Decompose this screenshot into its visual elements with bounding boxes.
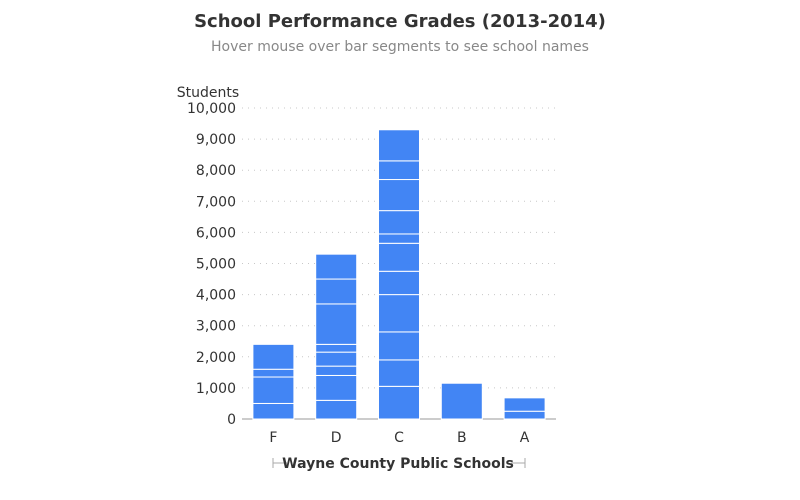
chart-title: School Performance Grades (2013-2014) bbox=[194, 11, 606, 32]
bar-segment[interactable] bbox=[378, 331, 420, 361]
bar-segment[interactable] bbox=[315, 365, 358, 376]
bar-segment[interactable] bbox=[378, 233, 420, 244]
bar-B[interactable] bbox=[440, 382, 483, 420]
bar-segment[interactable] bbox=[252, 368, 295, 378]
bar-A[interactable] bbox=[503, 397, 546, 420]
bar-segment[interactable] bbox=[315, 351, 358, 367]
bar-segment[interactable] bbox=[315, 343, 358, 353]
bar-segment[interactable] bbox=[440, 382, 483, 420]
bar-segment[interactable] bbox=[378, 270, 420, 296]
y-tick-label: 4,000 bbox=[196, 288, 236, 304]
x-axis-title-group: Wayne County Public Schools bbox=[272, 456, 526, 472]
y-tick-label: 7,000 bbox=[196, 194, 236, 210]
bar-segment[interactable] bbox=[378, 210, 420, 235]
bars bbox=[252, 129, 546, 420]
bar-segment[interactable] bbox=[252, 402, 295, 420]
bar-segment[interactable] bbox=[315, 278, 358, 305]
y-tick-label: 1,000 bbox=[196, 381, 236, 397]
y-tick-label: 5,000 bbox=[196, 257, 236, 273]
bar-segment[interactable] bbox=[378, 359, 420, 387]
bar-segment[interactable] bbox=[315, 399, 358, 420]
y-tick-label: 8,000 bbox=[196, 163, 236, 179]
bar-segment[interactable] bbox=[315, 303, 358, 345]
x-tick-label: A bbox=[520, 430, 530, 446]
bar-segment[interactable] bbox=[378, 294, 420, 333]
y-tick-label: 3,000 bbox=[196, 319, 236, 335]
x-axis-title: Wayne County Public Schools bbox=[282, 456, 514, 472]
bar-segment[interactable] bbox=[315, 374, 358, 401]
y-tick-label: 0 bbox=[227, 412, 236, 428]
bar-segment[interactable] bbox=[378, 385, 420, 420]
x-tick-label: F bbox=[269, 430, 277, 446]
bar-C[interactable] bbox=[378, 129, 420, 420]
chart-subtitle: Hover mouse over bar segments to see sch… bbox=[211, 39, 589, 55]
bar-segment[interactable] bbox=[315, 253, 358, 280]
bar-segment[interactable] bbox=[252, 343, 295, 370]
x-tick-label: B bbox=[457, 430, 467, 446]
y-axis-label: Students bbox=[177, 85, 239, 101]
y-tick-label: 9,000 bbox=[196, 132, 236, 148]
bar-segment[interactable] bbox=[378, 160, 420, 181]
bar-segment[interactable] bbox=[252, 376, 295, 404]
bar-segment[interactable] bbox=[378, 242, 420, 272]
bar-segment[interactable] bbox=[378, 129, 420, 162]
y-axis-ticks: 0 1,000 2,000 3,000 4,000 5,000 6,000 7,000 8,00… bbox=[187, 101, 236, 428]
y-tick-label: 2,000 bbox=[196, 350, 236, 366]
y-tick-label: 6,000 bbox=[196, 225, 236, 241]
bar-segment[interactable] bbox=[503, 410, 546, 420]
bar-segment[interactable] bbox=[503, 397, 546, 412]
y-tick-label: 10,000 bbox=[187, 101, 236, 117]
bar-D[interactable] bbox=[315, 253, 358, 420]
bar-segment[interactable] bbox=[378, 179, 420, 212]
bar-F[interactable] bbox=[252, 343, 295, 420]
x-tick-label: C bbox=[394, 430, 404, 446]
x-tick-label: D bbox=[331, 430, 342, 446]
